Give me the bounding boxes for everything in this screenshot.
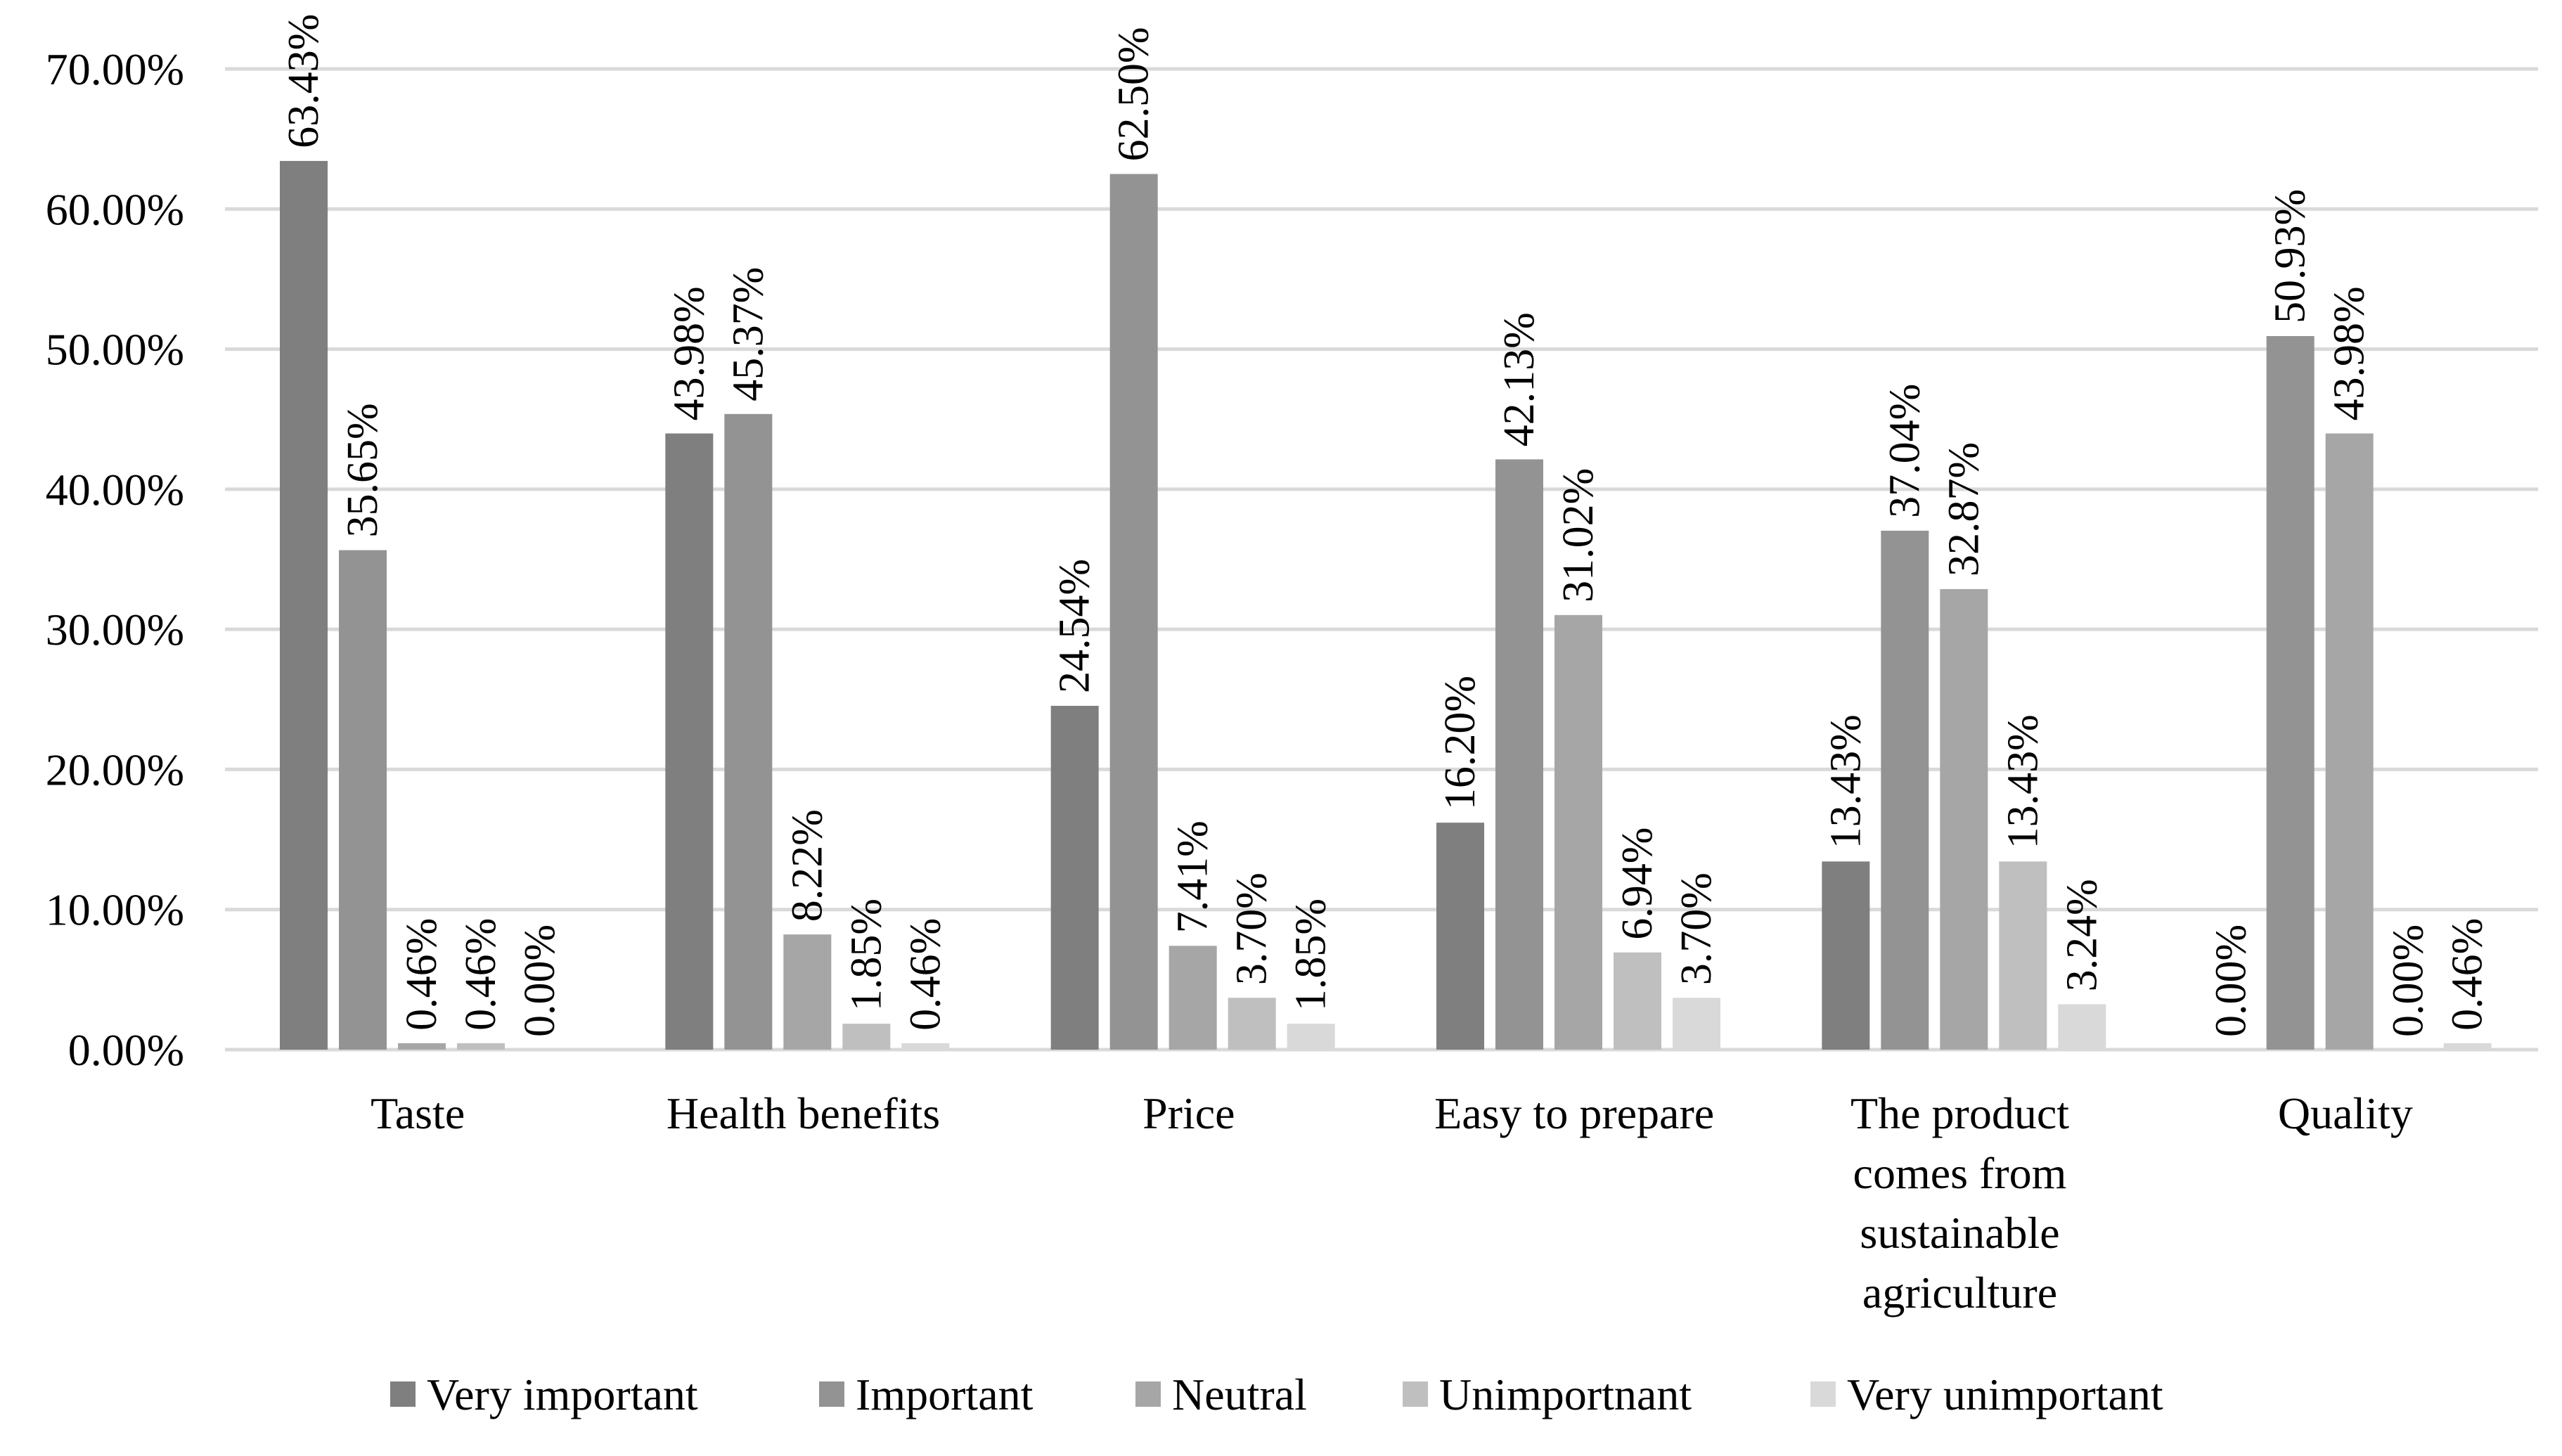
legend-swatch bbox=[390, 1381, 416, 1407]
data-label: 62.50% bbox=[1110, 27, 1158, 161]
legend-swatch bbox=[1810, 1381, 1836, 1407]
data-label: 63.43% bbox=[280, 14, 328, 148]
data-label: 31.02% bbox=[1554, 468, 1602, 603]
data-label: 13.43% bbox=[1822, 714, 1869, 849]
data-label: 0.00% bbox=[516, 925, 564, 1037]
bar bbox=[1495, 459, 1543, 1050]
bar bbox=[1999, 861, 2047, 1050]
bar bbox=[1822, 861, 1870, 1050]
data-label: 0.46% bbox=[457, 918, 505, 1031]
data-label: 13.43% bbox=[1999, 714, 2047, 849]
bar bbox=[2058, 1004, 2106, 1050]
category-label: Health benefits bbox=[667, 1088, 940, 1138]
data-label: 43.98% bbox=[665, 286, 713, 420]
bar bbox=[1109, 174, 1158, 1050]
data-label: 0.00% bbox=[2208, 925, 2255, 1037]
bar bbox=[1673, 998, 1720, 1050]
legend-label: Neutral bbox=[1172, 1370, 1307, 1419]
data-labels: 63.43% 43.98% 24.54% 16.20% 13.43% 0.00% 35.65… bbox=[280, 14, 2492, 1037]
data-label: 42.13% bbox=[1495, 312, 1543, 446]
bar bbox=[842, 1024, 891, 1050]
data-label: 0.46% bbox=[901, 918, 949, 1031]
data-label: 35.65% bbox=[339, 403, 387, 537]
bar bbox=[1614, 952, 1661, 1050]
data-label: 50.93% bbox=[2267, 189, 2315, 323]
bar bbox=[2325, 433, 2374, 1050]
y-tick-label: 70.00% bbox=[46, 44, 184, 94]
data-label: 37.04% bbox=[1881, 384, 1929, 518]
data-label: 6.94% bbox=[1614, 827, 1661, 940]
x-axis-categories: Taste Health benefits Price Easy to prepare… bbox=[371, 1088, 2413, 1318]
legend-label: Important bbox=[856, 1370, 1034, 1419]
data-label: 45.37% bbox=[724, 267, 772, 401]
legend-swatch bbox=[1403, 1381, 1428, 1407]
bar bbox=[2443, 1043, 2492, 1050]
bar bbox=[280, 160, 328, 1050]
legend: Very important Important Neutral Unimportna… bbox=[390, 1370, 2163, 1419]
data-label: 0.46% bbox=[2444, 918, 2492, 1031]
bar bbox=[1228, 998, 1276, 1050]
bar bbox=[1287, 1024, 1335, 1050]
y-axis: 0.00% 10.00% 20.00% 30.00% 40.00% 50.00% 60.00… bbox=[46, 44, 184, 1075]
y-tick-label: 50.00% bbox=[46, 325, 184, 375]
y-tick-label: 60.00% bbox=[46, 184, 184, 234]
data-label: 43.98% bbox=[2326, 286, 2374, 420]
y-tick-label: 10.00% bbox=[46, 885, 184, 935]
data-label: 32.87% bbox=[1940, 442, 1988, 576]
y-tick-label: 30.00% bbox=[46, 605, 184, 655]
data-label: 24.54% bbox=[1051, 559, 1099, 693]
data-label: 0.00% bbox=[2385, 925, 2433, 1037]
legend-label: Very important bbox=[427, 1370, 698, 1419]
data-label: 0.46% bbox=[398, 918, 446, 1031]
data-label: 16.20% bbox=[1436, 676, 1484, 810]
bar bbox=[783, 934, 832, 1050]
legend-swatch bbox=[1135, 1381, 1161, 1407]
y-tick-label: 0.00% bbox=[68, 1025, 184, 1075]
bar bbox=[2266, 336, 2315, 1050]
bar bbox=[1169, 946, 1217, 1050]
data-label: 3.70% bbox=[1673, 872, 1720, 985]
legend-swatch bbox=[819, 1381, 844, 1407]
bar bbox=[398, 1043, 446, 1050]
gridlines bbox=[225, 67, 2538, 1052]
category-label: Quality bbox=[2278, 1088, 2413, 1138]
bar bbox=[724, 413, 773, 1050]
category-label: Taste bbox=[371, 1088, 465, 1138]
data-label: 1.85% bbox=[842, 898, 890, 1011]
data-label: 8.22% bbox=[783, 809, 831, 922]
data-label: 3.70% bbox=[1228, 872, 1276, 985]
bar bbox=[339, 550, 387, 1050]
bar bbox=[1050, 705, 1099, 1050]
bar bbox=[1881, 530, 1929, 1050]
bar bbox=[457, 1043, 505, 1050]
category-label: Price bbox=[1142, 1088, 1235, 1138]
bar bbox=[1940, 588, 1988, 1050]
category-label: Easy to prepare bbox=[1434, 1088, 1714, 1138]
bars bbox=[280, 160, 2492, 1050]
data-label: 3.24% bbox=[2058, 879, 2106, 991]
legend-label: Unimportnant bbox=[1439, 1370, 1692, 1419]
bar bbox=[1436, 823, 1484, 1050]
y-tick-label: 40.00% bbox=[46, 465, 184, 515]
y-tick-label: 20.00% bbox=[46, 745, 184, 794]
legend-label: Very unimportant bbox=[1847, 1370, 2163, 1419]
bar bbox=[901, 1043, 950, 1050]
data-label: 7.41% bbox=[1169, 820, 1217, 933]
data-label: 1.85% bbox=[1287, 898, 1335, 1011]
category-label: The product comes from sustainable agricult… bbox=[1850, 1088, 2069, 1318]
bar bbox=[1554, 614, 1602, 1050]
bar bbox=[665, 433, 714, 1050]
